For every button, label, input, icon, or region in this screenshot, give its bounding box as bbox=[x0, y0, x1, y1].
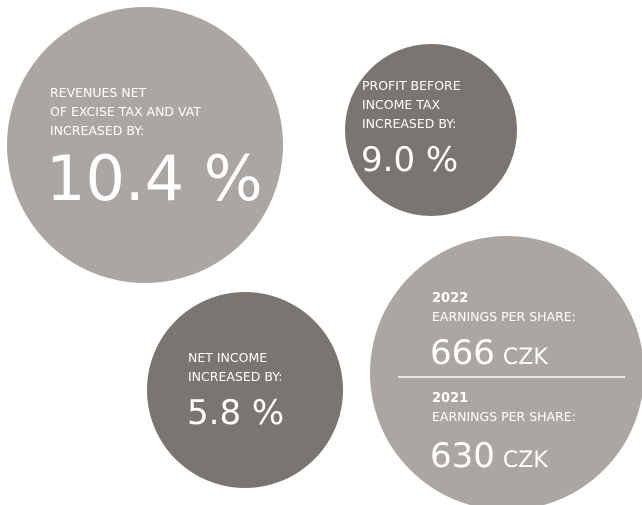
label-line: PROFIT BEFORE bbox=[362, 78, 461, 93]
revenues-circle bbox=[7, 7, 283, 283]
value-unit: CZK bbox=[503, 345, 548, 370]
value: 5.8 % bbox=[187, 393, 284, 433]
value-unit: CZK bbox=[503, 448, 548, 473]
value: 10.4 % bbox=[46, 142, 263, 215]
value: 9.0 % bbox=[361, 140, 458, 180]
eps-circle bbox=[370, 236, 642, 505]
label-line: INCREASED BY: bbox=[362, 116, 456, 131]
label-line: NET INCOME bbox=[188, 350, 267, 365]
label-line: EARNINGS PER SHARE: bbox=[432, 309, 576, 324]
value: 666 CZK bbox=[430, 333, 548, 373]
net-income-circle bbox=[147, 292, 343, 488]
label-line: INCREASED BY: bbox=[50, 123, 144, 138]
label-line: INCOME TAX bbox=[362, 97, 440, 112]
value-number: 666 bbox=[430, 333, 495, 373]
label-line: OF EXCISE TAX AND VAT bbox=[50, 104, 201, 119]
value: 630 CZK bbox=[430, 436, 548, 476]
year: 2021 bbox=[432, 391, 468, 406]
year: 2022 bbox=[432, 291, 468, 306]
value-number: 630 bbox=[430, 436, 495, 476]
label-line: EARNINGS PER SHARE: bbox=[432, 409, 576, 424]
label-line: REVENUES NET bbox=[50, 85, 147, 100]
profit-circle bbox=[345, 44, 517, 216]
label-line: INCREASED BY: bbox=[188, 369, 282, 384]
